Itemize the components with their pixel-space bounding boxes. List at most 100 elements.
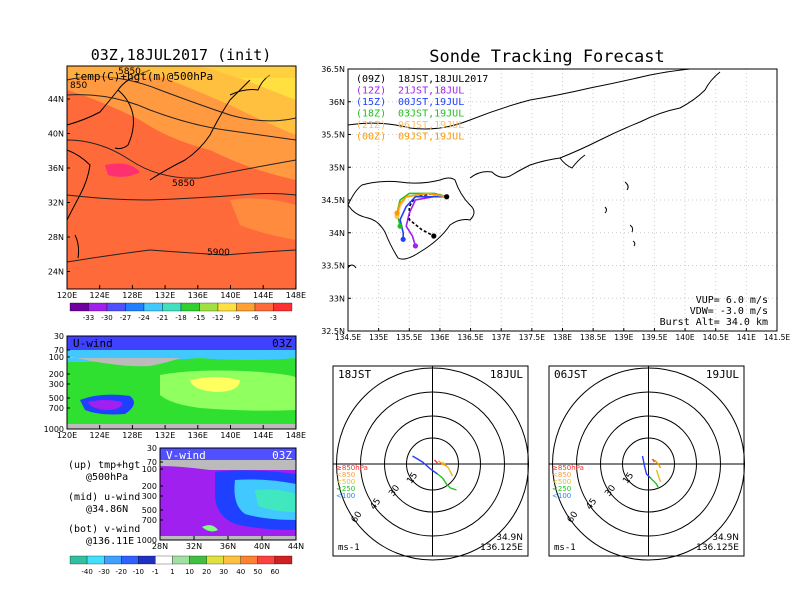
track-lat-label: 34N [329, 229, 345, 238]
map500-panel: 03Z,18JUL2017 (init) temp(C)+hgt(m)@500h… [48, 46, 306, 322]
hodo-level-label: <100 [336, 492, 355, 500]
hodo-frame [548, 365, 745, 557]
track-lat-label: 33.5N [321, 262, 345, 271]
uwind-field-gray [67, 356, 180, 367]
vwind-p-label: 70 [147, 458, 157, 467]
vwind-colorbar-swatch [257, 555, 276, 565]
track-lon-label: 141E [737, 333, 756, 342]
hodo-trace [442, 461, 454, 477]
legend-bot-b: @136.11E [86, 536, 134, 547]
map500-frame [66, 65, 297, 290]
hodo-time-label: 06JST [554, 368, 587, 381]
track-lat-label: 33N [329, 294, 345, 303]
track-param-vdw: VDW= -3.0 m/s [690, 306, 768, 317]
vwind-colorbar-swatch [223, 555, 241, 565]
track-param-vup: VUP= 6.0 m/s [696, 295, 768, 306]
vwind-colorbar-swatch [206, 555, 224, 565]
vwind-lat-label: 28N [152, 542, 168, 551]
uwind-p-label: 500 [49, 394, 64, 403]
uwind-time: 03Z [272, 337, 292, 350]
track-launch-point [444, 194, 450, 200]
vwind-colorbar: -40 -30 -20 -10 -1 1 10 20 30 40 50 60 [69, 555, 293, 576]
map500-colorbar: -33 -30 -27 -24 -21 -18 -15 -12 -9 -6 -3 [69, 302, 293, 322]
track-lat-label: 36N [329, 98, 345, 107]
vwind-lat-label: 32N [186, 542, 202, 551]
vwind-colorbar-label: -10 [133, 568, 144, 576]
hodo-trace [434, 459, 438, 464]
hodo-level-label: <100 [552, 492, 571, 500]
track-coast-honshu [469, 71, 721, 179]
vwind-colorbar-label: -1 [152, 568, 159, 576]
vwind-colorbar-swatch [240, 555, 258, 565]
track-lat-label: 34.5N [321, 196, 345, 205]
track-legend-tag: (12Z) [356, 86, 386, 97]
map500-field-pink [105, 163, 140, 177]
map500-contour-label-2: 850 [70, 81, 87, 91]
vwind-lat-axis: 28N 32N 36N 40N 44N [152, 536, 304, 551]
hodo-level-label: <250 [336, 485, 355, 493]
track-lon-label: 136E [430, 333, 449, 342]
uwind-title: U-wind [73, 337, 113, 350]
track-legend: (09Z) 18JST,18JUL2017 (12Z) 21JST,18JUL (15Z… [356, 74, 488, 143]
hodo-level-label: ≥850hPa [552, 464, 584, 472]
map500-lat-label: 40N [48, 130, 64, 139]
track-lon-label: 138E [553, 333, 572, 342]
uwind-frame [66, 335, 297, 430]
map500-colorbar-label: -21 [157, 314, 168, 322]
legend-up-a: (up) tmp+hgt [68, 460, 140, 471]
map500-contour-4 [67, 193, 296, 201]
vwind-field-gray [160, 460, 296, 470]
track-island-1 [624, 181, 629, 191]
uwind-lon-label: 144E [253, 431, 273, 440]
map500-subtitle: temp(C)+hgt(m)@500hPa [74, 70, 213, 83]
left-legend: (up) tmp+hgt @500hPa (mid) u-wind @34.86… [68, 460, 140, 547]
track-series-landing [431, 233, 437, 239]
map500-lon-label: 148E [286, 291, 306, 300]
uwind-p-label: 30 [54, 332, 64, 341]
track-legend-text: 00JST,19JUL [398, 97, 464, 108]
legend-mid-b: @34.86N [86, 504, 128, 515]
track-lat-label: 35N [329, 163, 345, 172]
uwind-lon-label: 120E [57, 431, 77, 440]
track-coast-kii [348, 177, 475, 260]
map500-lat-label: 44N [48, 95, 64, 104]
map500-colorbar-swatch [69, 302, 89, 312]
track-lat-label: 32.5N [321, 327, 345, 336]
uwind-p-label: 1000 [44, 425, 64, 434]
vwind-colorbar-swatch [86, 555, 105, 565]
vwind-colorbar-label: 30 [219, 568, 228, 576]
map500-colorbar-swatch [106, 302, 126, 312]
hodo-level-label: <850 [336, 471, 355, 479]
track-lon-label: 139E [614, 333, 633, 342]
uwind-field-yellow [190, 377, 240, 392]
uwind-lon-label: 128E [122, 431, 142, 440]
uwind-p-label: 300 [49, 380, 64, 389]
map500-title: 03Z,18JUL2017 (init) [91, 46, 272, 64]
hodo-trace [641, 455, 651, 479]
legend-mid-a: (mid) u-wind [68, 492, 140, 503]
track-legend-tag: (15Z) [356, 97, 386, 108]
map500-colorbar-swatch [88, 302, 108, 312]
track-legend-text: 18JST,18JUL2017 [398, 74, 488, 85]
map500-lon-axis: 120E 124E 128E 132E 136E 140E 144E 148E [57, 285, 306, 300]
map500-contour-5 [67, 249, 296, 263]
track-lon-label: 140.5E [703, 333, 729, 342]
map500-colorbar-label: -18 [175, 314, 186, 322]
track-lon-label: 141.5E [764, 333, 790, 342]
uwind-lon-label: 124E [90, 431, 110, 440]
track-island-2 [629, 224, 634, 233]
vwind-p-label: 500 [142, 506, 157, 515]
hodo-time-label: 18JST [338, 368, 371, 381]
track-legend-tag: (18Z) [356, 109, 386, 120]
track-legend-text: 03JST,19JUL [398, 109, 464, 120]
track-panel: Sonde Tracking Forecast 36.5N 36N 35.5N 35N… [321, 47, 790, 342]
vwind-colorbar-label: -20 [116, 568, 127, 576]
track-lon-label: 138.5E [580, 333, 606, 342]
vwind-colorbar-swatch [69, 555, 88, 565]
vwind-colorbar-label: 10 [185, 568, 194, 576]
vwind-colorbar-swatch [172, 555, 190, 565]
map500-lon-label: 136E [188, 291, 208, 300]
